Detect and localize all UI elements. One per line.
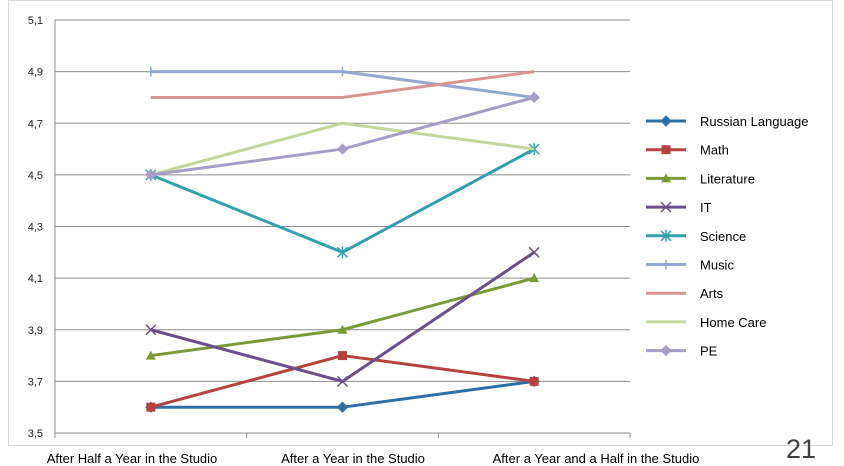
legend-marker [660,344,672,357]
y-tick-label: 4,9 [28,67,43,79]
legend-label: IT [700,200,712,215]
data-point [529,273,540,283]
legend-marker [660,201,672,213]
data-point [528,91,540,104]
legend-label: PE [700,344,718,359]
data-point [338,351,347,361]
data-point [145,324,157,336]
legend-marker [661,173,671,183]
y-tick-label: 3,9 [28,325,43,337]
data-point [145,169,157,181]
series-line [150,147,535,254]
y-tick-label: 4,5 [28,170,43,182]
legend-marker [661,145,671,155]
y-tick-label: 3,5 [28,428,43,440]
x-category-label: After a Year and a Half in the Studio [493,451,700,466]
data-point [145,350,156,360]
legend-label: Literature [700,171,755,186]
y-tick-label: 5,1 [28,15,43,27]
data-point [337,66,348,77]
y-tick-label: 4,1 [28,273,43,285]
chart-frame [8,0,833,446]
series-line [150,251,536,383]
legend-label: Arts [700,286,724,301]
data-point [528,143,540,156]
legend-label: Math [700,143,729,158]
legend-label: Russian Language [700,114,808,129]
slide-number: 21 [786,434,817,464]
legend-label: Music [700,258,734,273]
x-category-label: After a Year in the Studio [281,451,425,466]
data-point [336,401,349,413]
legend-marker [661,259,671,270]
series-line [150,121,535,177]
x-category-label: After Half a Year in the Studio [47,451,218,466]
y-tick-label: 4,3 [28,222,43,234]
series-line [150,95,535,177]
legend-label: Science [700,229,746,244]
y-tick-label: 3,7 [28,376,43,388]
series-line [150,70,535,99]
data-point [336,143,349,155]
data-point [336,246,349,259]
legend-marker [660,229,672,242]
data-point [145,66,156,77]
y-tick-label: 4,7 [28,118,43,130]
data-point [146,402,156,412]
data-point [529,376,539,386]
data-point [528,246,540,258]
legend-label: Home Care [700,315,766,330]
data-point [337,324,348,334]
legend-marker [660,115,672,127]
data-point [336,375,349,387]
